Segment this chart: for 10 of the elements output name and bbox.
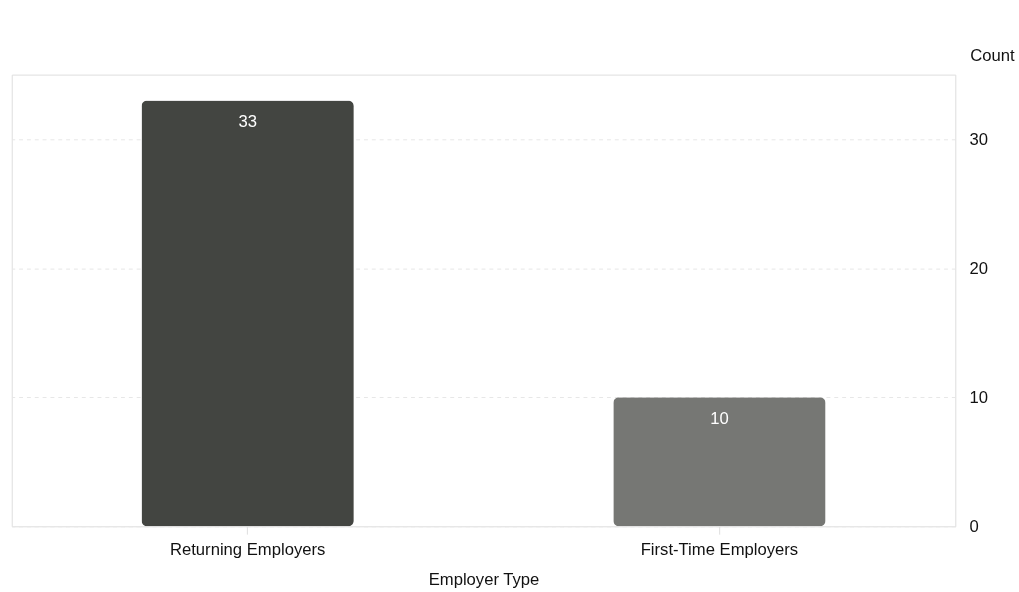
x-tick-label: First-Time Employers (640, 540, 799, 560)
y-tick-label: 30 (969, 129, 989, 149)
y-tick-label: 20 (969, 258, 989, 278)
data-label: 10 (710, 408, 729, 428)
y-axis-title: Count (970, 46, 1015, 66)
x-axis-title: Employer Type (428, 569, 540, 589)
y-tick-label: 10 (969, 387, 989, 407)
data-label: 33 (238, 111, 257, 131)
x-tick-label: Returning Employers (169, 540, 326, 560)
y-tick-label: 0 (969, 516, 979, 536)
